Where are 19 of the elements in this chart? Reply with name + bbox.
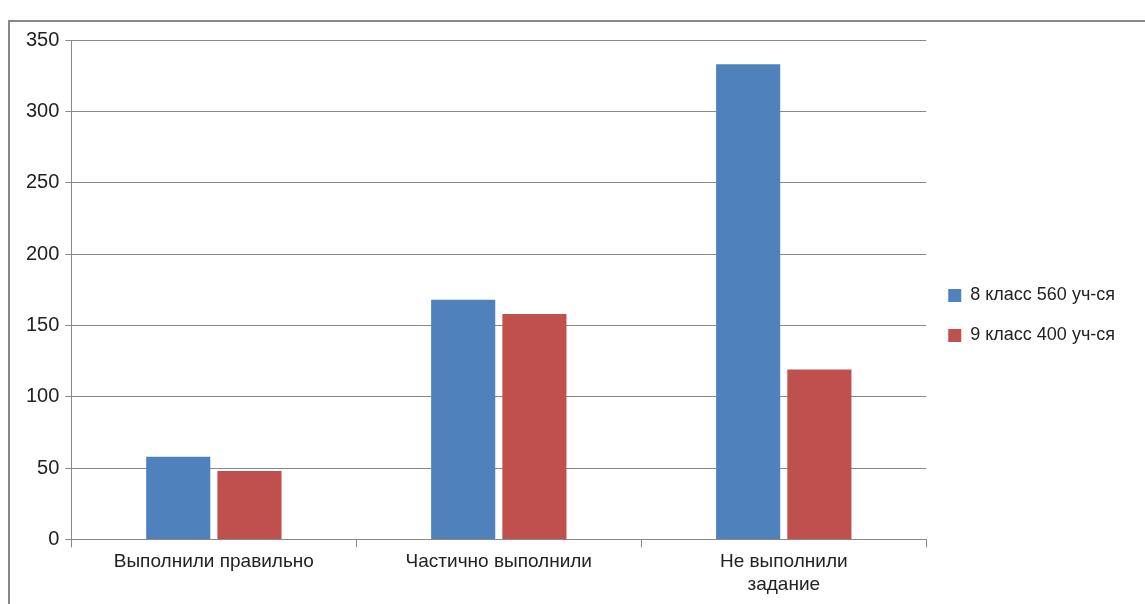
- x-tick-label: Частично выполнили: [405, 550, 592, 572]
- legend-label: 9 класс 400 уч-ся: [970, 324, 1116, 345]
- y-tick-label: 200: [25, 241, 60, 264]
- x-tick-label: Не выполнили задание: [719, 550, 848, 594]
- y-tick-label: 250: [25, 170, 60, 193]
- y-tick-label: 0: [48, 526, 60, 549]
- bar: [502, 313, 567, 539]
- legend-label: 8 класс 560 уч-ся: [970, 284, 1116, 305]
- bar: [787, 369, 852, 539]
- y-tick-label: 100: [25, 384, 60, 407]
- bar: [716, 64, 781, 539]
- y-tick-label: 150: [25, 312, 60, 335]
- bar: [431, 299, 496, 539]
- y-tick-label: 300: [25, 98, 60, 121]
- x-tick-label: Выполнили правильно: [113, 550, 314, 572]
- y-tick-label: 50: [37, 455, 60, 478]
- bar: [146, 456, 211, 539]
- y-tick-label: 350: [25, 27, 60, 50]
- bar: [217, 470, 282, 539]
